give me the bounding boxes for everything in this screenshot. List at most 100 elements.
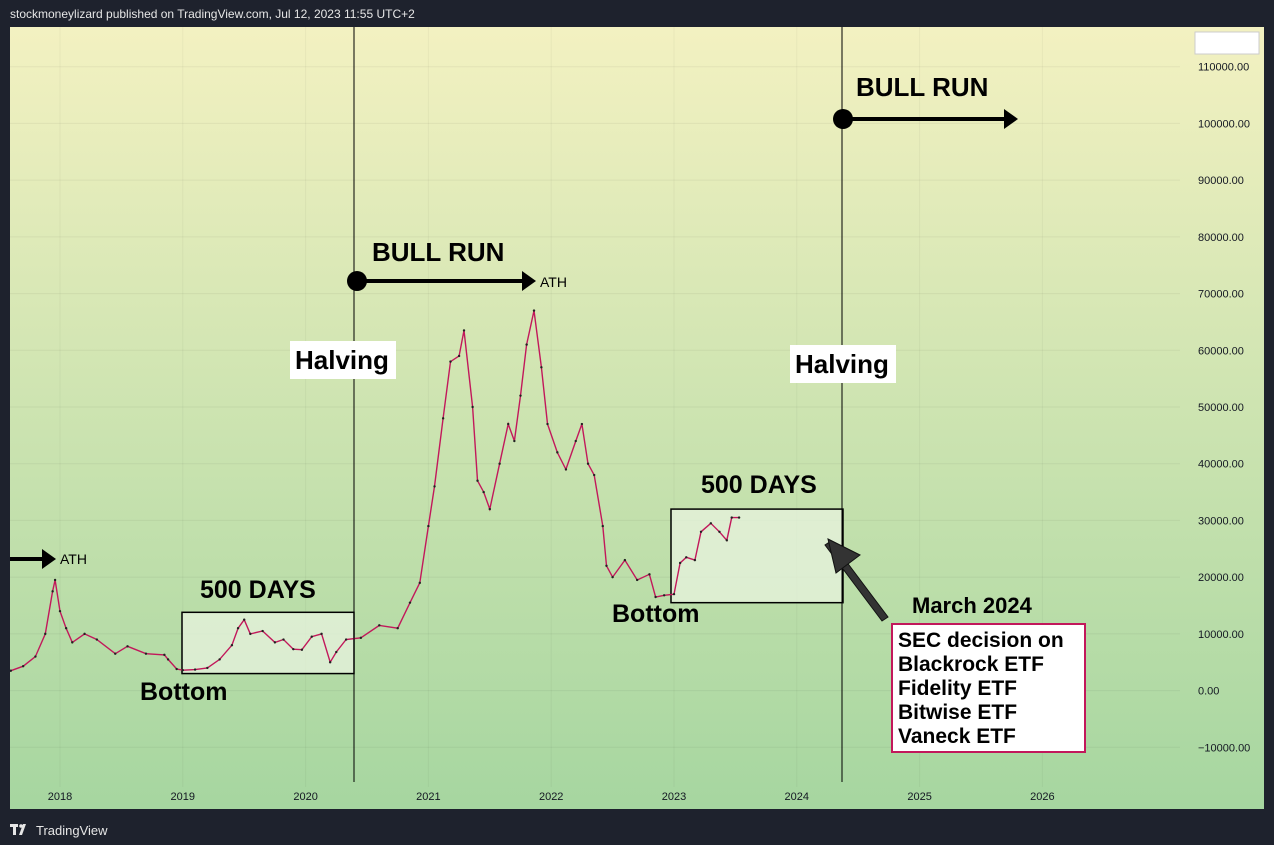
price-point <box>482 490 485 494</box>
y-tick-label: 40000.00 <box>1198 459 1244 471</box>
price-point <box>51 590 54 593</box>
price-point <box>218 658 221 661</box>
footer-brand[interactable]: TradingView <box>36 822 108 838</box>
price-series-points <box>10 309 741 672</box>
halving-label-2: Halving <box>795 349 889 379</box>
price-point <box>34 655 37 658</box>
bull-run-2-arrow-head <box>1004 109 1018 129</box>
price-point <box>83 632 86 636</box>
price-point <box>513 439 516 443</box>
y-tick-label: 50000.00 <box>1198 402 1244 414</box>
y-tick-label: 30000.00 <box>1198 515 1244 527</box>
price-point <box>236 626 240 630</box>
price-point <box>359 636 363 640</box>
price-point <box>310 635 313 638</box>
price-point <box>672 592 676 596</box>
price-point <box>273 641 277 644</box>
price-point <box>532 309 536 312</box>
price-point <box>471 405 474 409</box>
sec-line-1: SEC decision on <box>898 629 1064 652</box>
price-point <box>144 652 148 655</box>
y-tick-label: 100000.00 <box>1198 118 1250 130</box>
price-point <box>737 516 741 519</box>
price-point <box>519 394 522 397</box>
price-chart[interactable]: 110000.00 100000.00 90000.00 80000.00 70000.… <box>10 27 1264 809</box>
x-tick-label: 2023 <box>662 791 686 803</box>
price-point <box>678 561 682 565</box>
y-axis: 110000.00 100000.00 90000.00 80000.00 70000.… <box>1198 62 1250 755</box>
y-tick-label: 110000.00 <box>1198 62 1249 74</box>
price-point <box>605 564 608 568</box>
x-tick-label: 2018 <box>48 791 72 803</box>
price-point <box>181 668 184 672</box>
price-point <box>457 354 461 358</box>
price-point <box>95 638 99 641</box>
price-point <box>693 558 697 562</box>
price-point <box>335 650 338 654</box>
sec-line-5: Vaneck ETF <box>898 725 1016 748</box>
price-point <box>418 581 422 585</box>
price-point <box>592 473 596 477</box>
x-tick-label: 2025 <box>907 791 931 803</box>
top-right-box[interactable] <box>1194 31 1260 55</box>
tradingview-logo-icon <box>10 824 26 835</box>
price-point <box>685 556 688 559</box>
price-point <box>300 648 304 651</box>
y-tick-label: 20000.00 <box>1198 572 1244 584</box>
y-tick-label: 90000.00 <box>1198 175 1244 187</box>
price-point <box>648 573 651 576</box>
x-tick-label: 2024 <box>785 791 809 803</box>
price-point <box>498 462 501 465</box>
price-point <box>725 539 729 542</box>
price-point <box>71 641 74 644</box>
price-point <box>564 468 568 471</box>
bottom-label-2: Bottom <box>612 600 699 628</box>
price-point <box>320 632 323 636</box>
x-axis: 2018 2019 2020 2021 2022 2023 2024 2025 2026 <box>48 791 1055 803</box>
x-tick-label: 2019 <box>171 791 195 803</box>
y-tick-label: 60000.00 <box>1198 345 1244 357</box>
price-point <box>344 638 348 641</box>
price-point <box>21 664 25 668</box>
y-tick-label: 10000.00 <box>1198 629 1244 641</box>
price-point <box>427 524 430 528</box>
price-point <box>163 653 166 657</box>
price-point <box>53 578 57 582</box>
days-label-1: 500 DAYS <box>200 576 316 604</box>
sec-line-4: Bitwise ETF <box>898 701 1017 724</box>
price-point <box>709 522 713 525</box>
march-2024-label: March 2024 <box>912 593 1033 618</box>
sec-line-2: Blackrock ETF <box>898 653 1044 676</box>
price-point <box>230 644 234 647</box>
price-point <box>193 668 197 671</box>
bottom-label-1: Bottom <box>140 678 227 706</box>
x-tick-label: 2026 <box>1030 791 1054 803</box>
price-point <box>114 652 117 655</box>
ath-arrow-1-head <box>42 549 56 569</box>
ath-label-2: ATH <box>540 274 567 290</box>
price-point <box>546 422 549 426</box>
bull-run-1-arrow-head <box>522 271 536 291</box>
price-point <box>507 422 510 426</box>
price-point <box>623 558 627 562</box>
sec-line-3: Fidelity ETF <box>898 677 1017 700</box>
price-point <box>441 417 445 420</box>
price-point <box>730 516 733 519</box>
price-point <box>462 329 466 332</box>
price-point <box>699 530 703 533</box>
price-point <box>166 658 170 661</box>
sec-decision-text: SEC decision on Blackrock ETF Fidelity E… <box>898 629 1070 748</box>
price-point <box>378 624 381 627</box>
ath-label-1: ATH <box>60 551 87 567</box>
price-point <box>328 661 332 664</box>
price-point <box>175 667 178 671</box>
price-point <box>261 629 264 633</box>
publisher-header: stockmoneylizard published on TradingVie… <box>10 7 415 21</box>
price-point <box>574 439 577 443</box>
price-point <box>282 638 285 641</box>
price-point <box>249 632 252 636</box>
x-tick-label: 2022 <box>539 791 563 803</box>
days-label-2: 500 DAYS <box>701 471 817 499</box>
price-point <box>662 594 666 597</box>
y-tick-label: 0.00 <box>1198 686 1219 698</box>
